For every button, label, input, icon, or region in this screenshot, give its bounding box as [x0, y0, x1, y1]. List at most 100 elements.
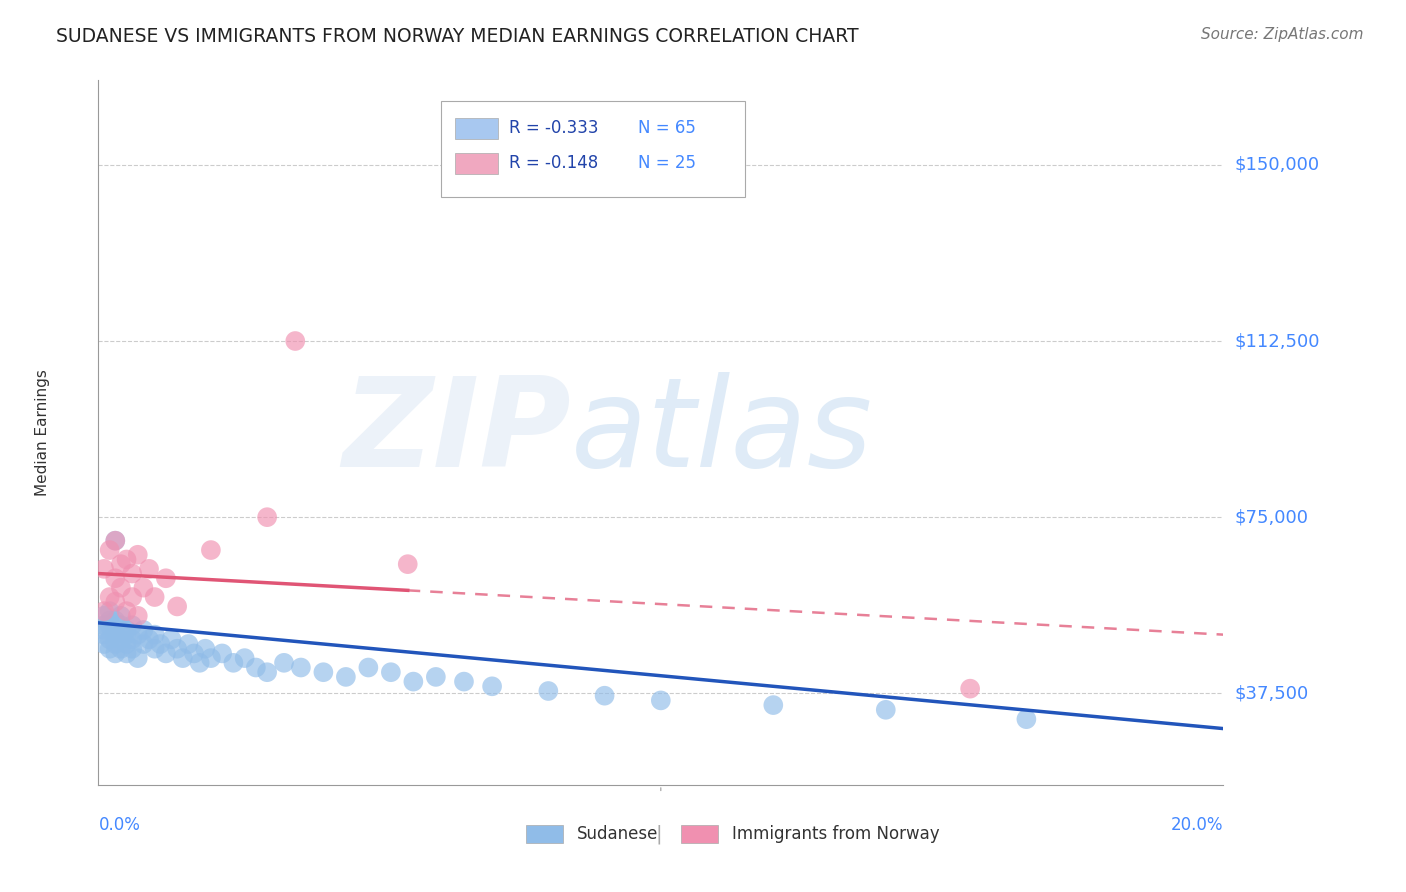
Point — [155, 571, 177, 585]
Point — [93, 623, 115, 637]
Point — [425, 670, 447, 684]
Point — [115, 604, 138, 618]
Point — [127, 548, 149, 562]
Point — [93, 562, 115, 576]
Point — [200, 651, 222, 665]
Text: 0.0%: 0.0% — [98, 815, 141, 833]
Text: $150,000: $150,000 — [1234, 156, 1319, 174]
Point — [222, 656, 245, 670]
Point — [155, 647, 177, 661]
Point — [110, 581, 132, 595]
Point — [110, 608, 132, 623]
Point — [593, 689, 616, 703]
Text: Median Earnings: Median Earnings — [35, 369, 51, 496]
Point — [121, 641, 143, 656]
Point — [172, 651, 194, 665]
Text: atlas: atlas — [571, 372, 873, 493]
Point — [93, 608, 115, 623]
Point — [650, 693, 672, 707]
Point — [200, 543, 222, 558]
Point — [93, 627, 115, 641]
Point — [245, 660, 267, 674]
Point — [1015, 712, 1038, 726]
Text: $37,500: $37,500 — [1234, 684, 1309, 702]
Point — [284, 334, 307, 348]
Point — [290, 660, 312, 674]
Text: N = 25: N = 25 — [638, 154, 696, 172]
Point — [256, 665, 278, 680]
Point — [104, 571, 127, 585]
Point — [143, 627, 166, 641]
Text: SUDANESE VS IMMIGRANTS FROM NORWAY MEDIAN EARNINGS CORRELATION CHART: SUDANESE VS IMMIGRANTS FROM NORWAY MEDIA… — [56, 27, 859, 45]
Text: Immigrants from Norway: Immigrants from Norway — [731, 825, 939, 843]
Point — [98, 590, 121, 604]
Text: N = 65: N = 65 — [638, 120, 696, 137]
Point — [127, 651, 149, 665]
Point — [138, 632, 160, 647]
Point — [160, 632, 183, 647]
Point — [166, 599, 188, 614]
Point — [357, 660, 380, 674]
Point — [211, 647, 233, 661]
Point — [127, 608, 149, 623]
Point — [98, 618, 121, 632]
Point — [273, 656, 295, 670]
Point — [93, 618, 115, 632]
Text: R = -0.333: R = -0.333 — [509, 120, 599, 137]
Point — [194, 641, 217, 656]
Point — [98, 614, 121, 628]
Point — [104, 533, 127, 548]
Point — [104, 533, 127, 548]
Point — [115, 627, 138, 641]
Point — [121, 632, 143, 647]
Point — [115, 647, 138, 661]
Point — [256, 510, 278, 524]
Point — [959, 681, 981, 696]
Point — [98, 632, 121, 647]
Point — [138, 562, 160, 576]
Point — [104, 637, 127, 651]
Point — [98, 543, 121, 558]
Point — [115, 637, 138, 651]
Point — [104, 595, 127, 609]
Point — [143, 641, 166, 656]
Point — [104, 647, 127, 661]
Text: ZIP: ZIP — [342, 372, 571, 493]
Text: $75,000: $75,000 — [1234, 508, 1309, 526]
Point — [110, 557, 132, 571]
Text: R = -0.148: R = -0.148 — [509, 154, 598, 172]
Point — [110, 632, 132, 647]
Point — [188, 656, 211, 670]
Point — [104, 627, 127, 641]
Point — [537, 684, 560, 698]
Point — [453, 674, 475, 689]
Text: |: | — [655, 824, 662, 844]
Point — [98, 641, 121, 656]
Point — [121, 590, 143, 604]
Point — [143, 590, 166, 604]
Point — [132, 581, 155, 595]
Point — [104, 623, 127, 637]
Point — [380, 665, 402, 680]
Text: Sudanese: Sudanese — [576, 825, 658, 843]
Text: Source: ZipAtlas.com: Source: ZipAtlas.com — [1201, 27, 1364, 42]
Text: $112,500: $112,500 — [1234, 332, 1320, 350]
Point — [121, 618, 143, 632]
FancyBboxPatch shape — [526, 825, 562, 843]
Point — [121, 566, 143, 581]
Point — [396, 557, 419, 571]
Point — [183, 647, 205, 661]
Point — [875, 703, 897, 717]
Point — [93, 637, 115, 651]
Point — [233, 651, 256, 665]
Point — [312, 665, 335, 680]
Point — [481, 679, 503, 693]
Point — [149, 637, 172, 651]
FancyBboxPatch shape — [456, 153, 498, 174]
Point — [402, 674, 425, 689]
Point — [110, 618, 132, 632]
Point — [93, 604, 115, 618]
Point — [166, 641, 188, 656]
Point — [115, 623, 138, 637]
FancyBboxPatch shape — [441, 102, 745, 196]
